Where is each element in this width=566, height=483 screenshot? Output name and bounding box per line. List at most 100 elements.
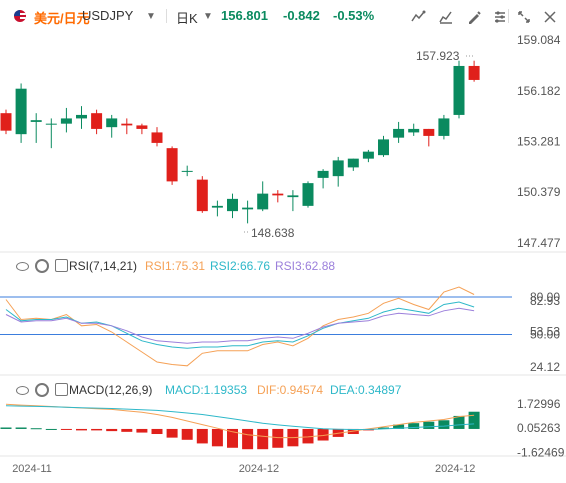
caret-down-icon[interactable]: ▼ bbox=[146, 11, 156, 22]
candle-body bbox=[317, 170, 329, 178]
indicator-list-icon[interactable] bbox=[55, 259, 68, 272]
symbol-code[interactable]: USDJPY bbox=[82, 8, 134, 23]
price-axis-tick: 156.182 bbox=[517, 84, 561, 98]
macd-series-line bbox=[5, 403, 475, 439]
price-axis-tick: 153.281 bbox=[517, 134, 561, 148]
candle-body bbox=[121, 123, 133, 126]
macd-histogram-bar bbox=[136, 428, 148, 433]
candle-body bbox=[196, 179, 208, 212]
dea-legend: DEA:0.34897 bbox=[330, 383, 402, 397]
rsi-axis-tick: 80.00 bbox=[530, 290, 560, 304]
macd-histogram-bar bbox=[91, 428, 103, 431]
divider bbox=[508, 9, 509, 23]
macd-histogram-bar bbox=[227, 428, 238, 448]
macd-histogram-bar bbox=[302, 428, 314, 444]
x-axis-tick: 2024-12 bbox=[435, 463, 475, 475]
x-axis-tick: 2024-12 bbox=[239, 463, 279, 475]
indicator-list-icon[interactable] bbox=[55, 383, 68, 396]
chart-type-icon[interactable] bbox=[438, 9, 454, 25]
low-annotation: 148.638 bbox=[251, 226, 295, 240]
macd-axis-tick: 0.05263 bbox=[517, 421, 561, 435]
drawing-icon[interactable] bbox=[466, 9, 482, 25]
macd-histogram-bar bbox=[378, 427, 389, 429]
candle-body bbox=[408, 128, 420, 133]
price-change: -0.842 bbox=[283, 8, 320, 23]
price-axis-tick: 150.379 bbox=[517, 185, 561, 199]
macd-histogram-bar bbox=[423, 421, 435, 429]
candle-body bbox=[91, 113, 103, 129]
candle-body bbox=[242, 207, 254, 210]
candle-body bbox=[0, 113, 12, 131]
macd-histogram-bar bbox=[181, 428, 193, 440]
close-icon[interactable] bbox=[542, 9, 558, 25]
candle-body bbox=[60, 118, 72, 124]
macd-histogram-bar bbox=[196, 428, 208, 444]
rsi-series-line bbox=[5, 301, 475, 349]
timeframe-selector[interactable]: 日K bbox=[176, 11, 198, 26]
chart-toolbar: 美元/日元 USDJPY ▼ 日K ▼ 156.801 -0.842 -0.53… bbox=[0, 0, 566, 32]
price-change-pct: -0.53% bbox=[333, 8, 375, 23]
price-axis-tick: 147.477 bbox=[517, 236, 561, 250]
gear-icon[interactable] bbox=[35, 259, 49, 273]
macd-histogram-bar bbox=[242, 428, 254, 450]
candle-body bbox=[45, 123, 57, 125]
macd-title: MACD(12,26,9) bbox=[69, 383, 153, 397]
indicator-icon[interactable] bbox=[410, 9, 426, 25]
rsi-title: RSI(7,14,21) bbox=[69, 259, 138, 273]
candle-body bbox=[438, 118, 450, 136]
candle-body bbox=[15, 88, 27, 135]
candle-body bbox=[393, 128, 405, 138]
candle-body bbox=[166, 148, 178, 182]
rsi-axis-tick: 53.53 bbox=[530, 324, 560, 338]
macd-histogram-bar bbox=[468, 411, 480, 429]
rsi-series-line bbox=[5, 286, 475, 367]
macd-axis-tick: 1.72996 bbox=[517, 397, 561, 411]
candle-body bbox=[378, 139, 389, 156]
macd-histogram-bar bbox=[166, 428, 178, 438]
candle-body bbox=[136, 125, 148, 129]
expand-icon[interactable] bbox=[516, 9, 532, 25]
settings-icon[interactable] bbox=[492, 9, 508, 25]
caret-down-icon[interactable]: ▼ bbox=[203, 11, 213, 22]
rsi-series-line bbox=[5, 307, 475, 344]
divider bbox=[166, 9, 167, 23]
rsi3-legend: RSI3:62.88 bbox=[275, 259, 336, 273]
macd-histogram-bar bbox=[121, 428, 133, 432]
eye-icon[interactable] bbox=[16, 262, 29, 271]
candle-body bbox=[287, 195, 299, 198]
gear-icon[interactable] bbox=[35, 383, 49, 397]
candle-body bbox=[76, 114, 87, 119]
rsi-axis-tick: 24.12 bbox=[530, 360, 560, 374]
eye-icon[interactable] bbox=[16, 386, 29, 395]
candle-body bbox=[227, 198, 238, 212]
macd-histogram-bar bbox=[106, 428, 118, 432]
macd-histogram-bar bbox=[0, 427, 12, 429]
rsi-axis-tick: 82.93 bbox=[530, 294, 560, 308]
macd-histogram-bar bbox=[60, 428, 72, 430]
macd-histogram-bar bbox=[408, 423, 420, 429]
us-flag-icon bbox=[14, 10, 26, 22]
pair-name[interactable]: 美元/日元 bbox=[34, 11, 90, 26]
candle-body bbox=[468, 65, 480, 80]
macd-histogram-bar bbox=[30, 428, 42, 430]
dif-legend: DIF:0.94574 bbox=[257, 383, 324, 397]
candle-body bbox=[302, 183, 314, 206]
macd-series-line bbox=[5, 405, 475, 431]
candle-body bbox=[181, 170, 193, 172]
price-axis-tick: 159.084 bbox=[517, 33, 561, 47]
candle-body bbox=[106, 118, 118, 128]
macd-histogram-bar bbox=[317, 428, 329, 441]
macd-legend: MACD:1.19353 bbox=[165, 383, 248, 397]
candle-body bbox=[211, 205, 223, 208]
candle-body bbox=[347, 158, 359, 168]
macd-histogram-bar bbox=[76, 428, 87, 431]
candle-body bbox=[453, 65, 465, 115]
candle-body bbox=[362, 151, 374, 159]
last-price: 156.801 bbox=[221, 8, 268, 23]
macd-histogram-bar bbox=[15, 427, 27, 429]
macd-axis-tick: -1.62469 bbox=[517, 445, 565, 459]
rsi1-legend: RSI1:75.31 bbox=[145, 259, 206, 273]
candle-body bbox=[423, 128, 435, 136]
x-axis-tick: 2024-11 bbox=[12, 463, 52, 475]
